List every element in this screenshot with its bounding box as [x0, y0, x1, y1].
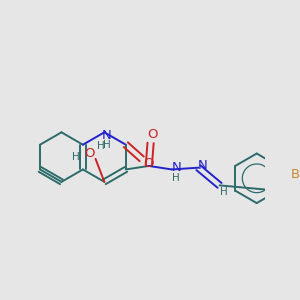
Text: H: H	[72, 152, 80, 162]
Text: N: N	[171, 161, 181, 174]
Text: H: H	[220, 187, 228, 196]
Text: O: O	[147, 128, 158, 142]
Text: O: O	[84, 147, 94, 160]
Text: H: H	[97, 142, 105, 152]
Text: H: H	[103, 140, 111, 150]
Text: Br: Br	[290, 168, 300, 181]
Text: N: N	[102, 129, 112, 142]
Text: H: H	[172, 173, 180, 183]
Text: O: O	[144, 157, 154, 170]
Text: N: N	[198, 159, 208, 172]
